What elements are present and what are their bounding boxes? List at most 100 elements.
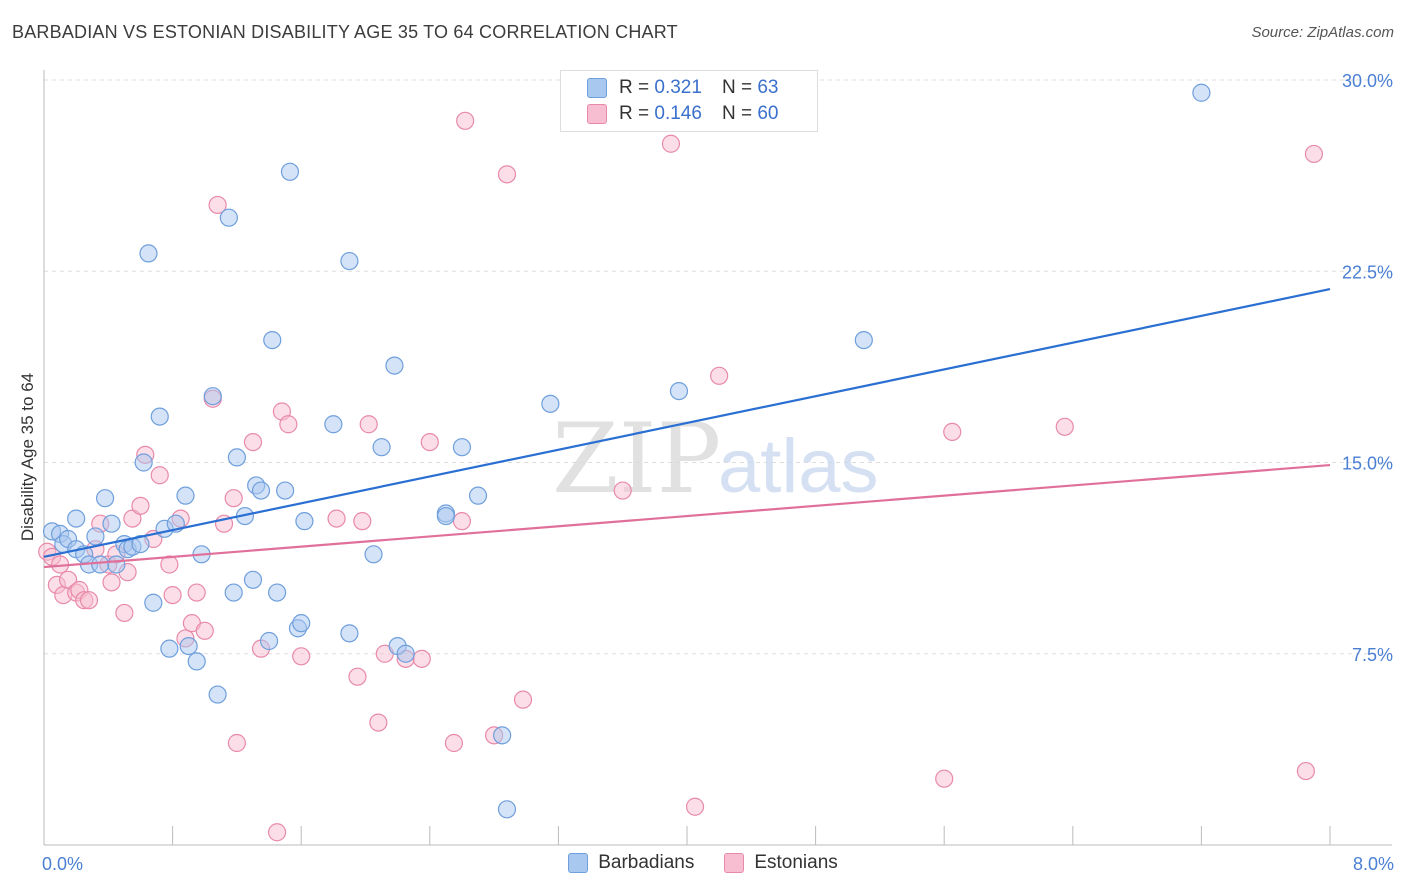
data-point [412,649,431,668]
data-point [259,631,279,651]
data-point [1192,83,1211,102]
legend-item-barbadians[interactable]: Barbadians [568,852,694,874]
data-point [276,481,295,500]
axes [43,70,1392,846]
data-point [456,111,475,130]
data-point [134,453,153,472]
legend-swatch-pink [587,104,607,124]
data-point [669,382,689,401]
data-point [86,527,105,546]
watermark-atlas: atlas [718,424,879,509]
data-point [195,621,214,640]
data-point [420,433,439,452]
data-point [95,489,115,508]
data-point [131,496,150,515]
data-point [179,636,198,656]
y-tick-label: 22.5% [1342,262,1393,282]
trend-line [43,463,1331,569]
legend-r-value: 0.321 [654,77,702,98]
data-point [131,534,150,554]
data-point [444,733,464,753]
watermark: ZIP atlas [552,403,879,515]
data-point [292,614,311,633]
data-point [340,624,359,643]
data-point [452,438,472,457]
data-point [160,639,179,658]
data-point [541,394,560,413]
data-point [203,387,222,406]
data-point [685,797,705,816]
data-point [468,486,488,505]
data-point [452,512,472,531]
data-point [139,244,158,263]
data-point [176,486,195,505]
trend-line [43,288,1331,558]
data-point [359,415,378,434]
data-point [348,667,367,686]
data-point [340,251,359,271]
data-point [353,512,372,531]
data-point [160,555,179,574]
legend-n-label: N = [721,103,753,124]
data-point [324,415,343,434]
data-point [208,685,227,704]
data-point [661,134,681,153]
data-point [219,208,238,227]
data-point [1055,417,1074,436]
data-point [91,555,110,574]
y-tick-labels: 7.5% 15.0% 22.5% 30.0% [1342,71,1393,665]
data-point [710,366,729,385]
legend-row-estonians: R = 0.146 N = 60 [587,102,778,126]
data-point [267,823,287,842]
data-point [227,448,246,467]
legend-r-label: R = [619,103,650,124]
data-point [497,800,517,819]
data-point [107,555,126,574]
data-point [295,512,314,531]
data-point [102,514,121,533]
legend-label-barbadians: Barbadians [598,852,695,873]
data-point [493,726,512,745]
legend-item-estonians[interactable]: Estonians [724,852,838,874]
legend-row-barbadians: R = 0.321 N = 63 [587,76,778,100]
watermark-zip: ZIP [552,403,721,515]
data-point [613,481,632,500]
legend-swatch-blue [587,78,607,98]
source-label: Source: ZipAtlas.com [1251,24,1394,41]
data-point [1296,761,1315,781]
data-point [267,583,287,602]
data-point [227,733,246,753]
data-point [224,583,243,602]
data-point [67,509,86,528]
data-point [1304,144,1324,164]
data-point [513,690,533,709]
data-point [263,331,282,350]
trend-lines [43,288,1331,569]
data-point [943,422,962,441]
data-point [79,591,99,610]
legend-label-estonians: Estonians [754,852,838,873]
data-point [372,438,391,457]
data-point [935,769,954,788]
data-point [396,644,415,663]
data-point [224,489,243,508]
data-point [385,356,404,375]
x-tick-label-max: 8.0% [1353,854,1394,874]
data-point [208,195,227,215]
data-point [243,570,263,589]
legend-r-label: R = [619,77,650,98]
data-point [144,593,163,612]
data-point [187,583,206,602]
data-point [150,466,169,485]
data-point [280,162,300,181]
y-tick-label: 7.5% [1352,645,1393,665]
data-point [364,545,383,564]
legend-swatch-blue [568,853,589,873]
data-point [115,603,134,623]
legend-n-value: 63 [757,77,779,98]
data-point [243,433,263,452]
data-point [854,331,873,350]
data-point [369,713,388,732]
data-point [497,165,517,184]
